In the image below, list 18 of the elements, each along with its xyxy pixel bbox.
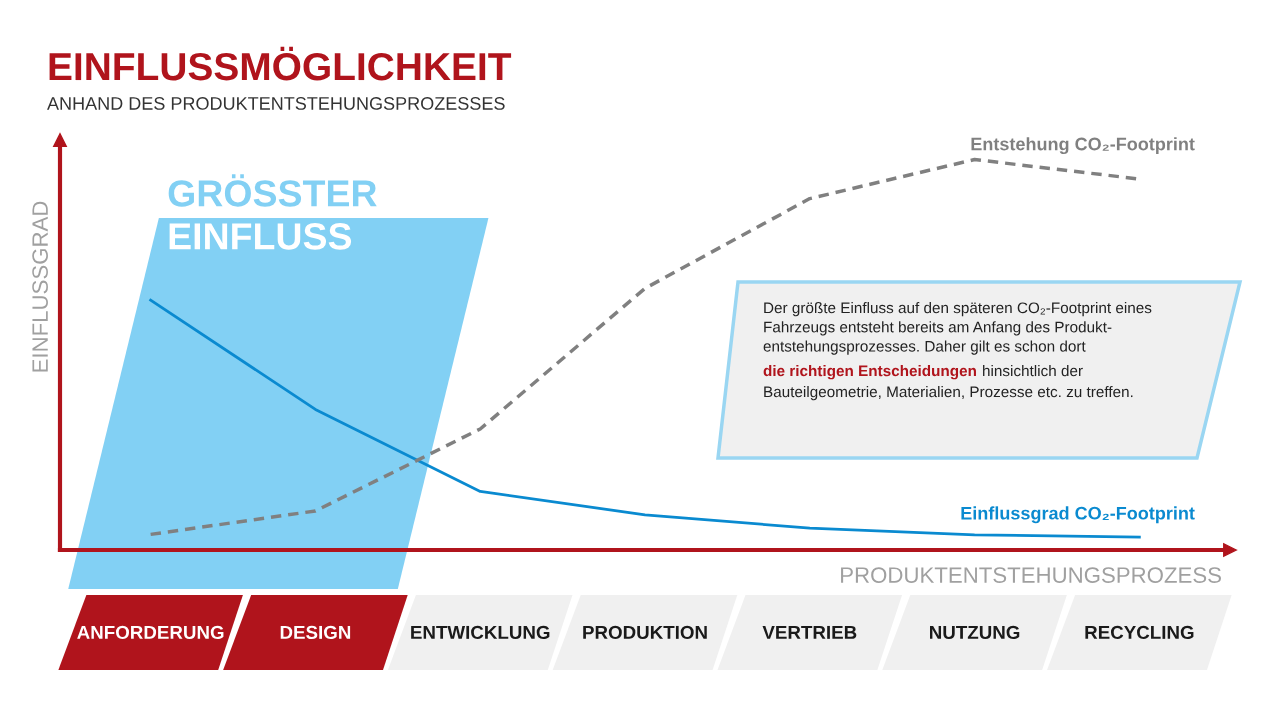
- x-tick-label: ANFORDERUNG: [77, 625, 224, 640]
- annotation: Bauteilgeometrie, Materialien, Prozesse etc. zu treffen.: [764, 386, 1133, 401]
- annotation: Der größte Einfluss auf den späteren CO₂-Footprint eines Fahrzeugs entsteht bereits am Anfang des Produkt- entstehungsprozesses. Daher gilt es schon dort: [763, 302, 1152, 355]
- chart-subtitle: ANHAND DES PRODUKTENTSTEHUNGSPROZESSES: [47, 97, 505, 110]
- x-tick-label: ENTWICKLUNG: [411, 625, 550, 640]
- x-tick-label: DESIGN: [280, 625, 351, 640]
- annotation: GRÖSSTER EINFLUSS: [168, 174, 377, 250]
- series-label: Einflussgrad CO₂-Footprint: [961, 506, 1195, 524]
- x-tick-label: VERTRIEB: [762, 625, 857, 639]
- x-tick-label: NUTZUNG: [930, 625, 1020, 640]
- y-axis-title: EINFLUSSGRAD: [32, 201, 48, 372]
- x-tick-label: PRODUKTION: [583, 625, 707, 640]
- chart-title: EINFLUSSMÖGLICHKEIT: [49, 46, 512, 81]
- x-tick-label: RECYCLING: [1085, 625, 1194, 640]
- annotation: die richtigen Entscheidungen: [763, 365, 976, 380]
- annotation: hinsichtlich der: [983, 365, 1083, 377]
- x-axis-title: PRODUKTENTSTEHUNGSPROZESS: [841, 567, 1221, 583]
- series-label: Entstehung CO₂-Footprint: [971, 137, 1195, 155]
